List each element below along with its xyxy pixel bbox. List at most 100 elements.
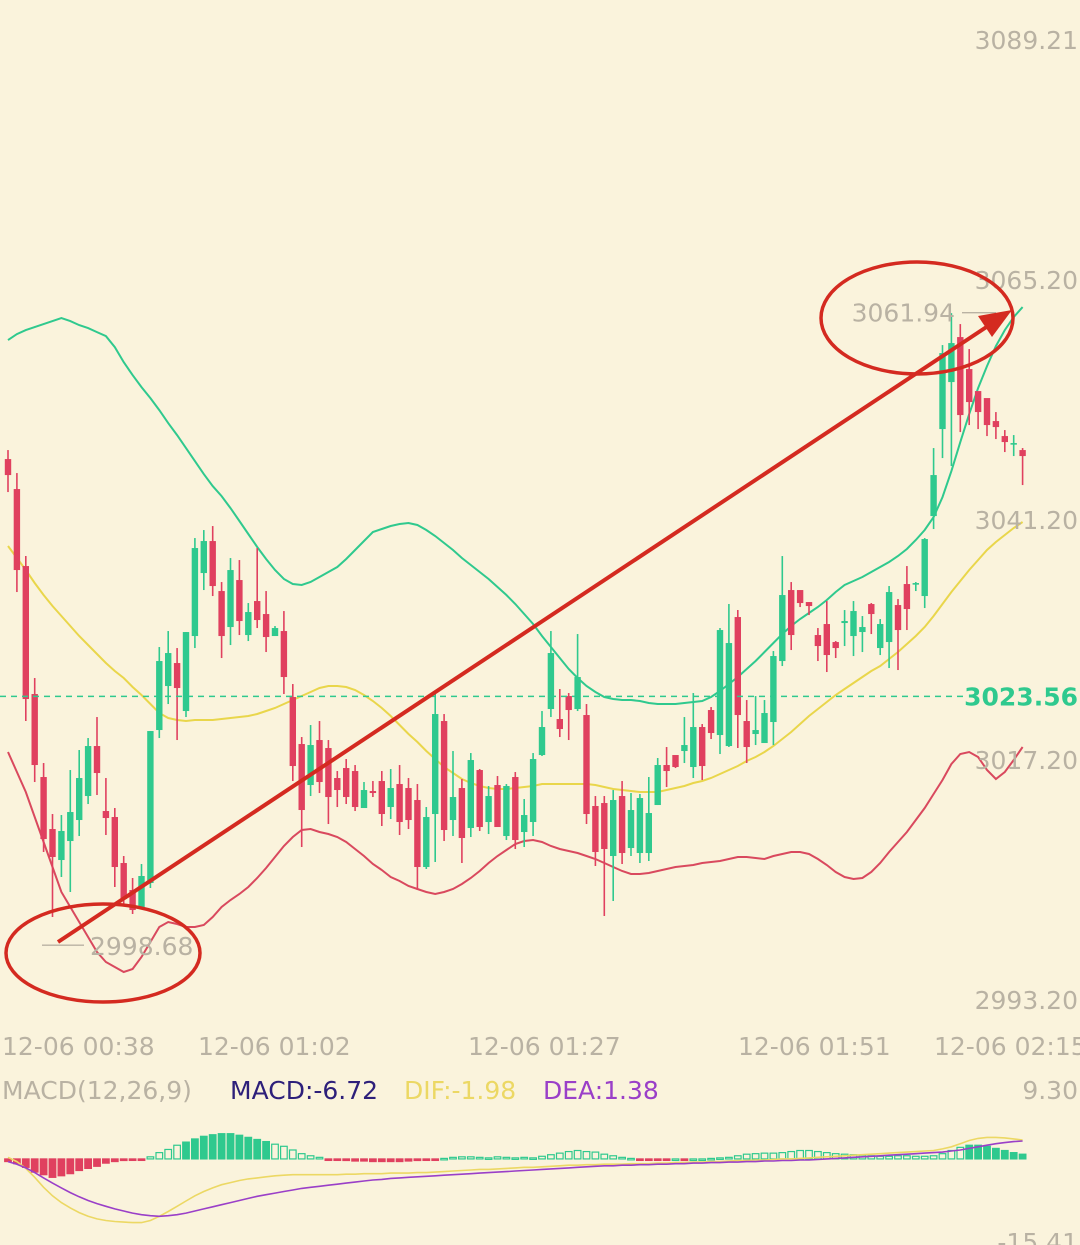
macd-indicator-label: MACD(12,26,9) — [2, 1076, 192, 1105]
candle-body — [512, 777, 519, 841]
candle-body — [868, 604, 875, 615]
candle-body — [360, 790, 368, 809]
candle-body — [601, 803, 608, 850]
macd-bar — [235, 1134, 244, 1160]
macd-bar — [760, 1152, 769, 1160]
candle-body — [885, 592, 893, 643]
candle-body — [725, 643, 733, 747]
candle — [547, 631, 555, 718]
macd-bar — [609, 1155, 618, 1160]
candle-body — [102, 811, 110, 819]
candle-body — [307, 745, 314, 786]
macd-bar — [119, 1158, 128, 1162]
candle — [859, 616, 866, 653]
candle-body — [627, 810, 635, 849]
candle-body — [200, 541, 207, 574]
price-tick-label: 3065.20 — [975, 266, 1078, 295]
candle — [556, 689, 563, 738]
candle — [957, 324, 964, 433]
candle-body — [610, 800, 617, 857]
macd-bar — [698, 1158, 707, 1162]
time-tick-label: 12-06 01:02 — [198, 1032, 351, 1061]
candle — [298, 737, 305, 848]
macd-bar — [618, 1156, 626, 1160]
candle — [725, 604, 733, 748]
trend-arrowhead — [978, 310, 1012, 337]
candle — [227, 558, 234, 646]
bollinger-upper-line — [7, 306, 1024, 705]
candle — [396, 765, 403, 836]
macd-bar — [520, 1156, 529, 1160]
candle-body — [814, 635, 822, 647]
candle — [1010, 435, 1017, 457]
candle-body — [912, 583, 919, 585]
candle — [974, 391, 982, 430]
candle — [716, 628, 724, 755]
time-tick-label: 12-06 01:51 — [738, 1032, 891, 1061]
candle-body — [120, 863, 127, 900]
candle — [734, 610, 741, 749]
candle — [236, 560, 243, 636]
macd-bar — [742, 1153, 751, 1160]
candle-body — [672, 755, 679, 768]
candle-body — [227, 570, 234, 628]
macd-bar — [39, 1158, 48, 1176]
candle-body — [992, 421, 1000, 428]
dif-line — [7, 1136, 1023, 1224]
macd-bar — [288, 1149, 297, 1160]
candles — [4, 313, 1026, 918]
macd-bar — [627, 1157, 635, 1161]
macd-bar — [778, 1152, 787, 1160]
macd-bar — [787, 1150, 796, 1160]
candle — [983, 398, 991, 437]
candle — [476, 769, 483, 832]
macd-bar — [208, 1134, 217, 1160]
candle — [565, 693, 572, 741]
macd-bar — [217, 1133, 226, 1160]
price-tick-label: 3017.20 — [975, 746, 1078, 775]
candle — [841, 610, 848, 647]
candle — [271, 626, 279, 637]
candle-body — [129, 890, 136, 911]
candle — [894, 599, 902, 671]
macd-bar — [262, 1140, 270, 1160]
candle-body — [191, 548, 199, 637]
dif-value-label: DIF:-1.98 — [404, 1076, 516, 1105]
candle — [84, 738, 92, 805]
candle — [752, 696, 759, 746]
annotations: 2998.68 3061.94 — [4, 260, 1015, 1004]
candle-body — [476, 770, 483, 828]
macd-bar — [155, 1152, 164, 1160]
candle-body — [378, 781, 385, 815]
candle — [832, 641, 839, 659]
candle — [903, 566, 911, 631]
candle — [147, 731, 154, 889]
candle-body — [645, 813, 652, 854]
candle — [280, 611, 288, 695]
candle-body — [894, 605, 902, 631]
macd-bar — [395, 1158, 404, 1163]
macd-bar — [351, 1158, 359, 1162]
trend-arrow — [56, 320, 996, 944]
candle-body — [289, 697, 296, 767]
candle-body — [761, 713, 768, 744]
macd-bar — [458, 1156, 466, 1160]
macd-bar — [297, 1153, 306, 1160]
macd-bar — [805, 1149, 813, 1160]
candle-body — [440, 721, 448, 831]
macd-bar — [529, 1157, 537, 1160]
candle — [503, 784, 510, 841]
macd-bar — [57, 1158, 66, 1177]
candle — [191, 538, 199, 649]
candle-body — [58, 831, 65, 861]
macd-bar — [271, 1143, 279, 1160]
candle-body — [405, 788, 412, 821]
candle — [885, 586, 893, 669]
macd-bar — [386, 1158, 395, 1163]
candle-body — [850, 611, 857, 637]
candle-body — [752, 730, 759, 735]
time-axis: 12-06 00:38 12-06 01:02 12-06 01:27 12-06 0… — [2, 1032, 1080, 1061]
macd-bar — [493, 1156, 502, 1160]
macd-bar — [199, 1135, 208, 1160]
